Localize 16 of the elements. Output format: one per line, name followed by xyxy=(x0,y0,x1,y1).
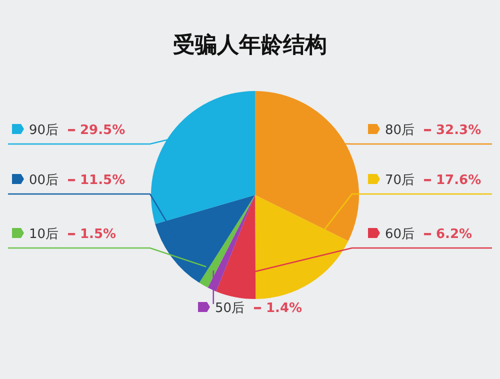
data-label: 1.4% xyxy=(266,301,302,316)
chart-title: 受骗人年龄结构 xyxy=(172,32,328,60)
data-label: 1.5% xyxy=(80,227,116,242)
data-label: 29.5% xyxy=(80,123,126,138)
data-label: 6.2% xyxy=(436,227,472,242)
pie-slice xyxy=(199,195,255,288)
legend-label: 60后 xyxy=(385,227,415,242)
legend-label: 10后 xyxy=(29,227,59,242)
legend-label: 50后 xyxy=(215,301,245,316)
data-label: 11.5% xyxy=(80,173,126,188)
legend-label: 70后 xyxy=(385,173,415,188)
data-label: 17.6% xyxy=(436,173,482,188)
data-label: 32.3% xyxy=(436,123,482,138)
legend-label: 90后 xyxy=(29,123,59,138)
legend-label: 80后 xyxy=(385,123,415,138)
legend-label: 00后 xyxy=(29,173,59,188)
